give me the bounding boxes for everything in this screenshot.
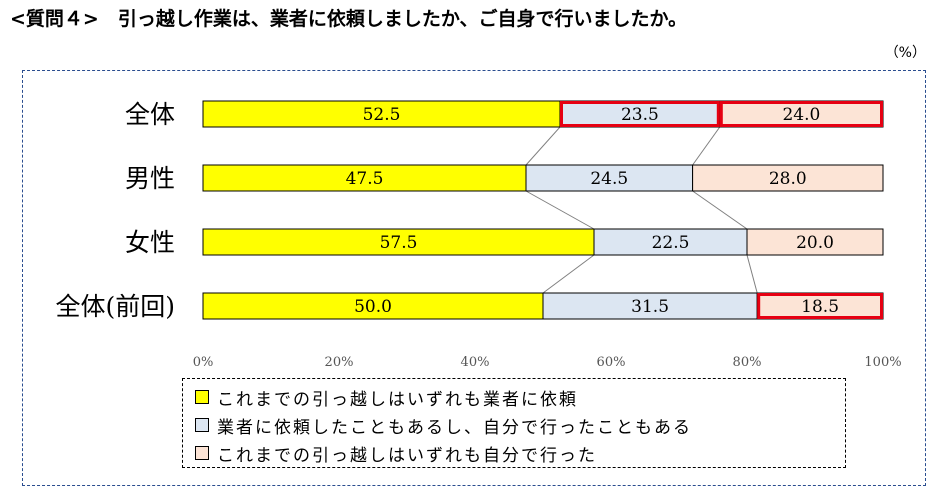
highlight-box [719, 101, 883, 127]
x-tick-label: 100% [864, 355, 901, 370]
data-label: 28.0 [769, 169, 807, 189]
legend-item: これまでの引っ越しはいずれも自分で行った [195, 439, 845, 467]
series-line [692, 126, 721, 166]
series-lines [525, 126, 758, 294]
series-line [542, 254, 595, 294]
bar-segment [202, 100, 561, 128]
category-label: 全体(前回) [55, 292, 175, 321]
data-label: 47.5 [346, 169, 384, 189]
data-label: 23.5 [621, 105, 659, 125]
data-label: 52.5 [363, 105, 401, 125]
unit-label: （%） [884, 45, 926, 61]
data-label: 24.0 [782, 105, 820, 125]
x-tick-label: 20% [325, 355, 354, 370]
legend: これまでの引っ越しはいずれも業者に依頼 業者に依頼したこともあるし、自分で行った… [182, 378, 846, 468]
data-label: 20.0 [796, 233, 834, 253]
legend-label-2: 業者に依頼したこともあるし、自分で行ったこともある [217, 417, 692, 438]
legend-swatch-3 [195, 446, 209, 460]
bar-segment [746, 228, 884, 256]
legend-label-1: これまでの引っ越しはいずれも業者に依頼 [217, 389, 578, 410]
category-label: 男性 [125, 164, 175, 193]
data-label: 18.5 [801, 297, 839, 317]
x-tick-label: 0% [193, 355, 214, 370]
data-label: 50.0 [354, 297, 392, 317]
series-line [525, 190, 595, 230]
series-line [692, 190, 748, 230]
legend-item: 業者に依頼したこともあるし、自分で行ったこともある [195, 411, 845, 439]
legend-swatch-1 [195, 390, 209, 404]
x-tick-label: 40% [461, 355, 490, 370]
category-label: 全体 [125, 100, 175, 129]
bar-segment [719, 100, 884, 128]
chart-frame [22, 70, 926, 486]
highlight-box [757, 293, 884, 319]
legend-item: これまでの引っ越しはいずれも業者に依頼 [195, 383, 845, 411]
data-label: 22.5 [652, 233, 690, 253]
data-label: 24.5 [590, 169, 628, 189]
bar-segment [202, 228, 595, 256]
legend-label-3: これまでの引っ越しはいずれも自分で行った [217, 445, 597, 466]
category-label: 女性 [125, 228, 175, 257]
series-line [525, 126, 561, 166]
chart-title: <質問４> 引っ越し作業は、業者に依頼しましたか、ご自身で行いましたか。 [10, 8, 688, 30]
bar-group: 52.5 23.5 24.0 47.5 24.5 28.0 57.5 22.5 20.0 50.0… [202, 100, 884, 320]
bar-segment [202, 292, 544, 320]
x-tick-label: 60% [597, 355, 626, 370]
data-label: 31.5 [631, 297, 669, 317]
x-axis-ticks: 0% 20% 40% 60% 80% 100% [193, 355, 902, 370]
data-label: 57.5 [380, 233, 418, 253]
series-line [746, 254, 758, 294]
legend-swatch-2 [195, 418, 209, 432]
bar-segment [593, 228, 748, 256]
x-tick-label: 80% [733, 355, 762, 370]
highlight-box [560, 101, 720, 127]
bar-segment [692, 164, 884, 192]
